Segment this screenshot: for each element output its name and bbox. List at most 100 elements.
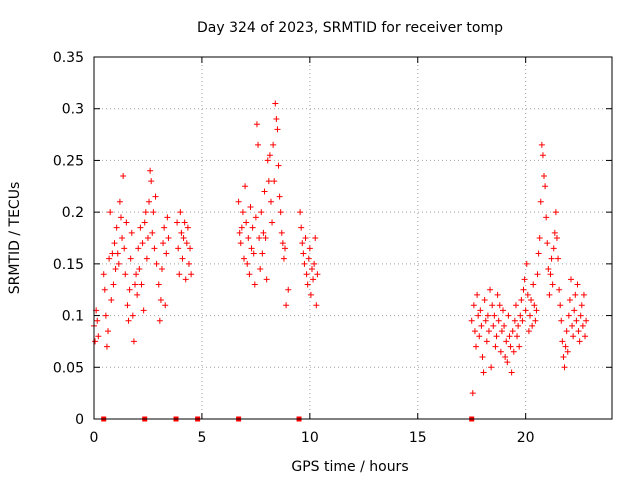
data-point-plus <box>578 302 585 309</box>
data-point-plus <box>136 266 143 273</box>
data-point-plus <box>120 172 127 179</box>
data-point-plus <box>565 312 572 319</box>
data-point-plus <box>113 224 120 231</box>
data-point-plus <box>244 260 251 267</box>
data-point-plus <box>551 229 558 236</box>
x-tick-label: 5 <box>197 430 206 446</box>
data-point-plus <box>282 245 289 252</box>
data-point-plus <box>184 224 191 231</box>
data-points <box>91 100 590 422</box>
data-point-plus <box>571 307 578 314</box>
data-point-plus <box>530 281 537 288</box>
data-point-plus <box>151 245 158 252</box>
data-point-plus <box>94 317 101 324</box>
data-point-plus <box>516 343 523 350</box>
data-point-plus <box>132 281 139 288</box>
data-point-plus <box>501 322 508 329</box>
data-point-plus <box>303 271 310 278</box>
data-point-plus <box>103 343 110 350</box>
data-point-plus <box>561 364 568 371</box>
data-point-plus <box>251 281 258 288</box>
data-point-plus <box>109 250 116 257</box>
data-point-plus <box>547 271 554 278</box>
data-point-plus <box>469 390 476 397</box>
data-point-plus <box>126 286 133 293</box>
data-point-plus <box>562 343 569 350</box>
data-point-plus <box>564 348 571 355</box>
data-point-plus <box>248 245 255 252</box>
data-point-plus <box>497 348 504 355</box>
data-point-plus <box>139 240 146 247</box>
data-point-plus <box>509 328 516 335</box>
data-point-plus <box>575 328 582 335</box>
data-point-plus <box>261 188 268 195</box>
data-point-plus <box>577 312 584 319</box>
data-point-plus <box>569 322 576 329</box>
data-point-plus <box>150 209 157 216</box>
data-point-plus <box>500 307 507 314</box>
data-point-plus <box>276 193 283 200</box>
data-point-plus <box>508 369 515 376</box>
data-point-plus <box>137 224 144 231</box>
data-point-plus <box>245 235 252 241</box>
data-point-plus <box>176 271 183 278</box>
data-point-plus <box>183 240 190 247</box>
data-point-plus <box>312 235 319 241</box>
data-point-plus <box>117 214 124 221</box>
data-point-plus <box>161 224 168 231</box>
data-point-plus <box>529 322 536 329</box>
data-point-plus <box>174 219 181 226</box>
data-point-plus <box>243 219 250 226</box>
data-point-plus <box>543 214 550 221</box>
data-point-plus <box>482 317 489 324</box>
data-point-plus <box>484 312 491 319</box>
data-point-plus <box>100 271 107 278</box>
data-point-plus <box>135 245 142 252</box>
data-point-plus <box>138 281 145 288</box>
data-point-plus <box>128 229 135 236</box>
data-point-plus <box>523 260 530 267</box>
data-point-plus <box>488 364 495 371</box>
data-point-plus <box>524 291 531 298</box>
x-tick-label: 20 <box>517 430 535 446</box>
data-point-plus <box>263 276 270 283</box>
data-point-plus <box>177 209 184 216</box>
data-point-plus <box>502 353 509 360</box>
data-point-plus <box>92 338 99 345</box>
data-point-plus <box>114 250 121 257</box>
data-point-plus <box>306 245 313 252</box>
data-point-plus <box>552 209 559 216</box>
data-point-plus <box>566 297 573 304</box>
data-point-plus <box>102 312 109 319</box>
data-point-plus <box>478 322 485 329</box>
data-point-plus <box>298 224 305 231</box>
data-point-plus <box>164 214 171 221</box>
data-point-plus <box>262 235 269 241</box>
data-point-plus <box>557 302 564 309</box>
y-tick-label: 0.35 <box>53 50 84 66</box>
data-point-plus <box>121 245 128 252</box>
y-tick-label: 0 <box>75 412 84 428</box>
data-point-plus <box>526 312 533 319</box>
data-point-plus <box>122 271 129 278</box>
data-point-plus <box>544 240 551 247</box>
axis-ticks: 0 0.05 0.1 0.15 0.2 0.25 0.3 0.35 0 5 10 15 20 <box>53 50 612 446</box>
data-point-plus <box>130 338 137 345</box>
data-point-plus <box>241 255 248 262</box>
data-point-plus <box>141 219 148 226</box>
data-point-plus <box>187 245 194 252</box>
data-point-plus <box>152 193 159 200</box>
grid <box>94 57 612 419</box>
data-point-plus <box>270 141 277 148</box>
data-point-plus <box>242 183 249 190</box>
data-point-plus <box>264 157 271 164</box>
data-point-plus <box>112 266 119 273</box>
data-point-plus <box>525 328 532 335</box>
data-point-plus <box>153 260 160 267</box>
data-point-plus <box>549 281 556 288</box>
data-point-plus <box>119 235 126 241</box>
data-point-plus <box>470 302 477 309</box>
data-point-plus <box>546 291 553 298</box>
data-point-plus <box>274 126 281 133</box>
data-point-plus <box>496 302 503 309</box>
